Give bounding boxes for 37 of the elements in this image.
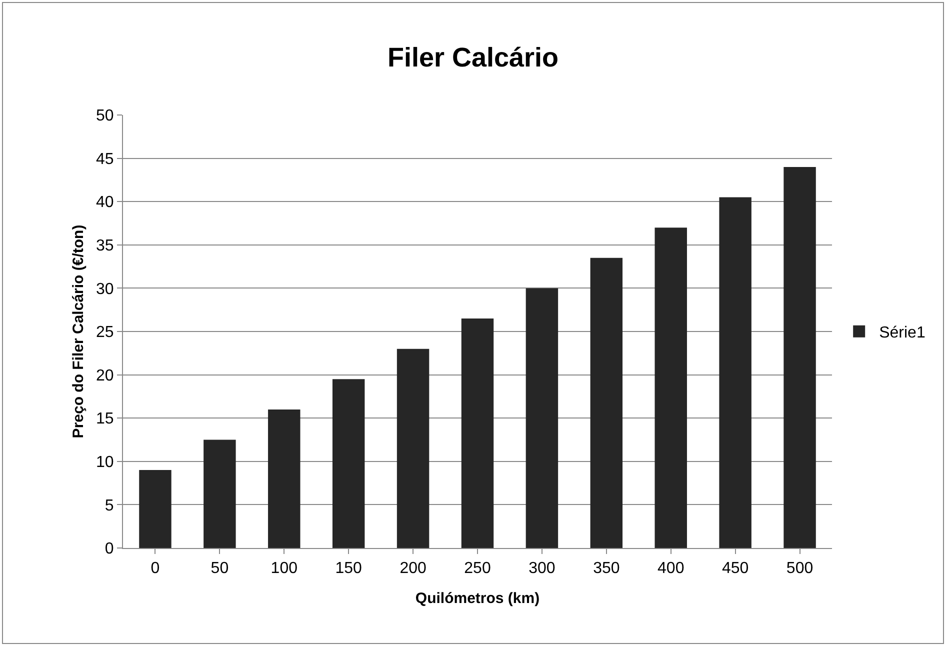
bar [204,440,236,548]
x-tick-label: 150 [335,560,362,578]
y-tick-label: 15 [96,410,114,428]
y-tick-label: 40 [96,194,114,212]
y-axis-title: Preço do Filer Calcário (€/ton) [70,224,87,438]
chart-title: Filer Calcário [387,42,559,73]
bar [719,197,752,548]
y-tick-label: 45 [96,150,114,168]
x-tick-label: 200 [400,560,426,578]
bar [784,166,816,548]
x-tick-label: 500 [786,560,814,578]
x-tick-label: 0 [150,560,160,578]
y-tick-label: 35 [96,238,114,254]
x-tick-label: 350 [593,560,620,578]
bar [526,288,558,548]
x-axis-title: Quilómetros (km) [415,590,540,607]
y-tick-label: 5 [104,497,114,514]
x-tick-label: 250 [464,560,491,578]
y-tick-label: 10 [96,454,114,471]
y-tick-label: 25 [96,324,114,342]
x-tick-label: 300 [528,560,556,578]
y-tick-label: 30 [96,280,114,298]
x-tick-label: 450 [722,560,749,578]
bar [396,348,430,548]
bar [332,379,365,548]
bar [654,228,687,548]
bar [139,470,172,548]
legend-label: Série1 [879,324,926,342]
y-tick-label: 50 [96,108,114,125]
x-tick-label: 400 [658,560,684,578]
bar [590,258,623,548]
bar [268,409,300,548]
bar [461,318,494,548]
x-tick-label: 50 [210,560,229,578]
y-tick-label: 20 [96,367,114,384]
x-tick-label: 100 [270,560,298,578]
y-tick-label: 0 [104,540,114,558]
